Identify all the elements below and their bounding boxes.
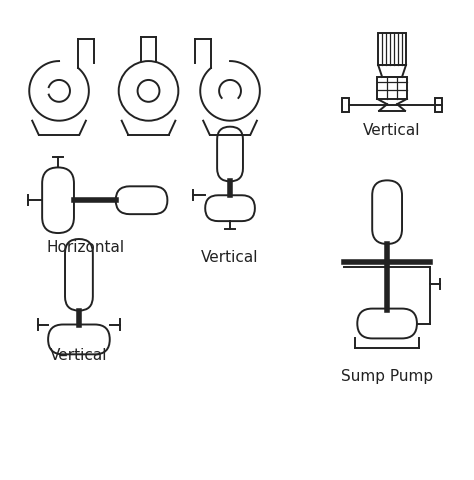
Text: Horizontal: Horizontal [47, 240, 125, 255]
Bar [377, 77, 407, 99]
Bar [378, 33, 406, 65]
Text: Sump Pump: Sump Pump [341, 369, 433, 384]
Text: Vertical: Vertical [364, 123, 421, 138]
Text: Vertical: Vertical [201, 250, 259, 265]
Bar [342, 98, 349, 112]
Text: Vertical: Vertical [50, 348, 108, 363]
Bar [435, 98, 442, 112]
